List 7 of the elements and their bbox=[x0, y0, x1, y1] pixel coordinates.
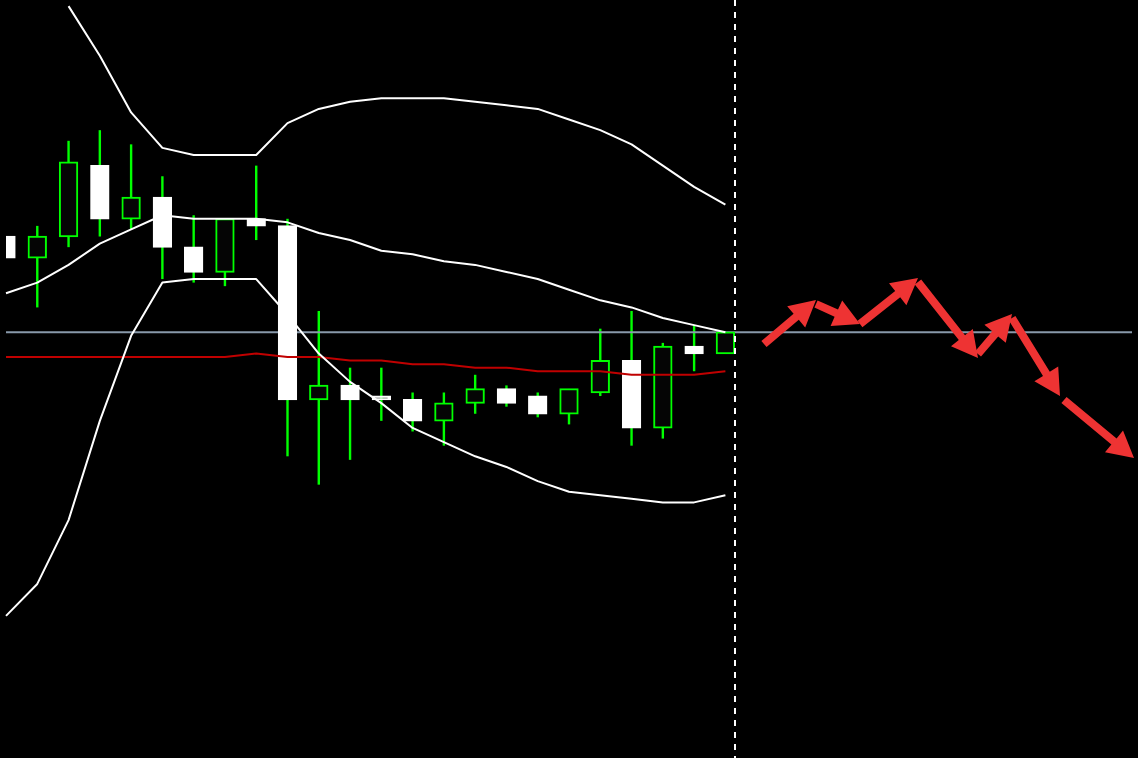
candlestick bbox=[434, 391, 454, 447]
candlestick bbox=[309, 309, 329, 486]
candlestick bbox=[340, 366, 360, 462]
candlestick bbox=[465, 373, 485, 415]
candlestick bbox=[590, 327, 610, 398]
candlestick bbox=[27, 224, 47, 309]
candlestick bbox=[121, 143, 141, 231]
